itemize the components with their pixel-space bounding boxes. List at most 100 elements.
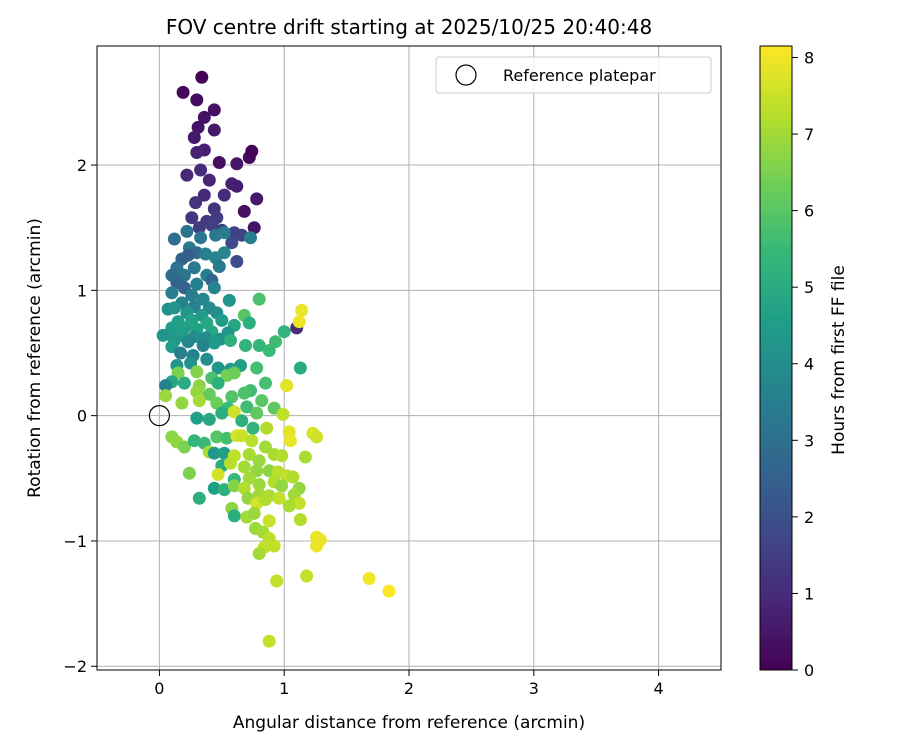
- scatter-point: [211, 361, 225, 375]
- scatter-point: [181, 248, 195, 262]
- scatter-point: [189, 196, 203, 210]
- scatter-point: [176, 85, 190, 99]
- scatter-point: [194, 231, 208, 245]
- scatter-point: [259, 493, 272, 507]
- scatter-point: [267, 539, 281, 553]
- scatter-point: [300, 569, 314, 583]
- scatter-point: [275, 479, 289, 493]
- scatter-point: [175, 396, 189, 410]
- scatter-point: [185, 288, 199, 302]
- colorbar-tick-label: 5: [804, 278, 814, 297]
- scatter-point: [252, 292, 266, 306]
- scatter-point: [210, 396, 224, 410]
- scatter-point: [225, 236, 239, 250]
- scatter-point: [180, 224, 194, 238]
- scatter-point: [190, 146, 204, 159]
- colorbar-frame: [759, 45, 793, 671]
- scatter-point: [165, 286, 179, 300]
- scatter-point: [167, 301, 181, 315]
- scatter-point: [217, 483, 231, 497]
- legend-entry: Reference platepar: [503, 66, 656, 85]
- colorbar-tick: 2: [792, 508, 814, 527]
- scatter-point: [280, 379, 294, 393]
- scatter-point: [191, 120, 205, 134]
- scatter-point: [190, 93, 204, 107]
- scatter-point: [230, 179, 244, 193]
- scatter-point: [240, 400, 254, 414]
- scatter-point: [262, 634, 276, 648]
- scatter-point: [197, 188, 211, 202]
- scatter-point: [194, 163, 208, 177]
- y-tick: −2: [63, 657, 97, 676]
- scatter-point: [190, 411, 204, 425]
- y-tick: −1: [63, 532, 97, 551]
- scatter-point: [262, 514, 276, 528]
- y-tick-label: 1: [77, 281, 87, 300]
- colorbar-tick: 5: [792, 278, 814, 297]
- legend-marker-open-circle: [455, 64, 477, 86]
- scatter-point: [239, 339, 252, 352]
- y-axis-label: Rotation from reference (arcmin): [25, 218, 45, 498]
- scatter-point: [212, 156, 226, 169]
- scatter-point: [250, 406, 264, 420]
- y-tick: 1: [77, 281, 97, 300]
- scatter-point: [244, 231, 257, 245]
- x-tick: 1: [279, 670, 289, 698]
- scatter-point: [190, 365, 204, 379]
- scatter-point: [215, 313, 229, 327]
- x-tick: 4: [654, 670, 664, 698]
- scatter-point: [247, 506, 261, 520]
- y-tick-label: −2: [63, 657, 87, 676]
- scatter-point: [159, 389, 173, 403]
- scatter-point: [230, 157, 244, 171]
- scatter-point: [210, 430, 224, 444]
- scatter-point: [283, 434, 297, 448]
- scatter-point: [276, 407, 290, 421]
- colorbar-tick: 4: [792, 355, 814, 374]
- scatter-point: [202, 412, 216, 426]
- y-tick-label: 2: [77, 156, 87, 175]
- scatter-point: [382, 584, 396, 598]
- reference-point: [148, 405, 170, 427]
- scatter-point: [252, 454, 266, 468]
- scatter-point: [217, 226, 231, 240]
- scatter-point: [237, 204, 251, 218]
- scatter-point: [217, 188, 231, 202]
- colorbar-tick: 3: [792, 431, 814, 450]
- grid-lines: [97, 46, 721, 670]
- colorbar-tick-label: 4: [804, 355, 814, 374]
- colorbar-ticks: 0 1 2 3 4 5 6 7 8: [792, 48, 814, 680]
- y-tick-label: −1: [63, 532, 87, 551]
- scatter-point: [222, 293, 236, 307]
- y-tick: 2: [77, 156, 97, 175]
- scatter-point: [230, 255, 244, 268]
- scatter-point: [272, 491, 286, 505]
- scatter-point: [298, 450, 312, 464]
- colorbar-gradient: [760, 46, 792, 670]
- colorbar-tick-label: 0: [804, 661, 814, 680]
- scatter-point: [217, 446, 231, 460]
- x-tick: 2: [404, 670, 414, 698]
- x-tick-label: 1: [279, 679, 289, 698]
- scatter-point: [196, 339, 210, 352]
- scatter-point: [180, 168, 194, 182]
- scatter-point: [225, 390, 239, 404]
- colorbar-tick-label: 6: [804, 202, 814, 221]
- data-points: [156, 70, 396, 648]
- legend-box: [435, 56, 712, 94]
- scatter-point: [174, 346, 188, 360]
- scatter-point: [242, 316, 256, 330]
- colorbar-tick: 0: [792, 661, 814, 680]
- scatter-point: [235, 429, 249, 443]
- scatter-point: [313, 533, 327, 547]
- scatter-point: [205, 218, 219, 232]
- scatter-point: [185, 211, 199, 225]
- scatter-point: [182, 466, 196, 480]
- colorbar-tick: 7: [792, 125, 814, 144]
- scatter-point: [246, 421, 260, 435]
- scatter-point: [235, 414, 249, 428]
- x-tick: 3: [529, 670, 539, 698]
- colorbar-tick-label: 2: [804, 508, 814, 527]
- scatter-point: [207, 123, 221, 137]
- scatter-point: [259, 440, 272, 454]
